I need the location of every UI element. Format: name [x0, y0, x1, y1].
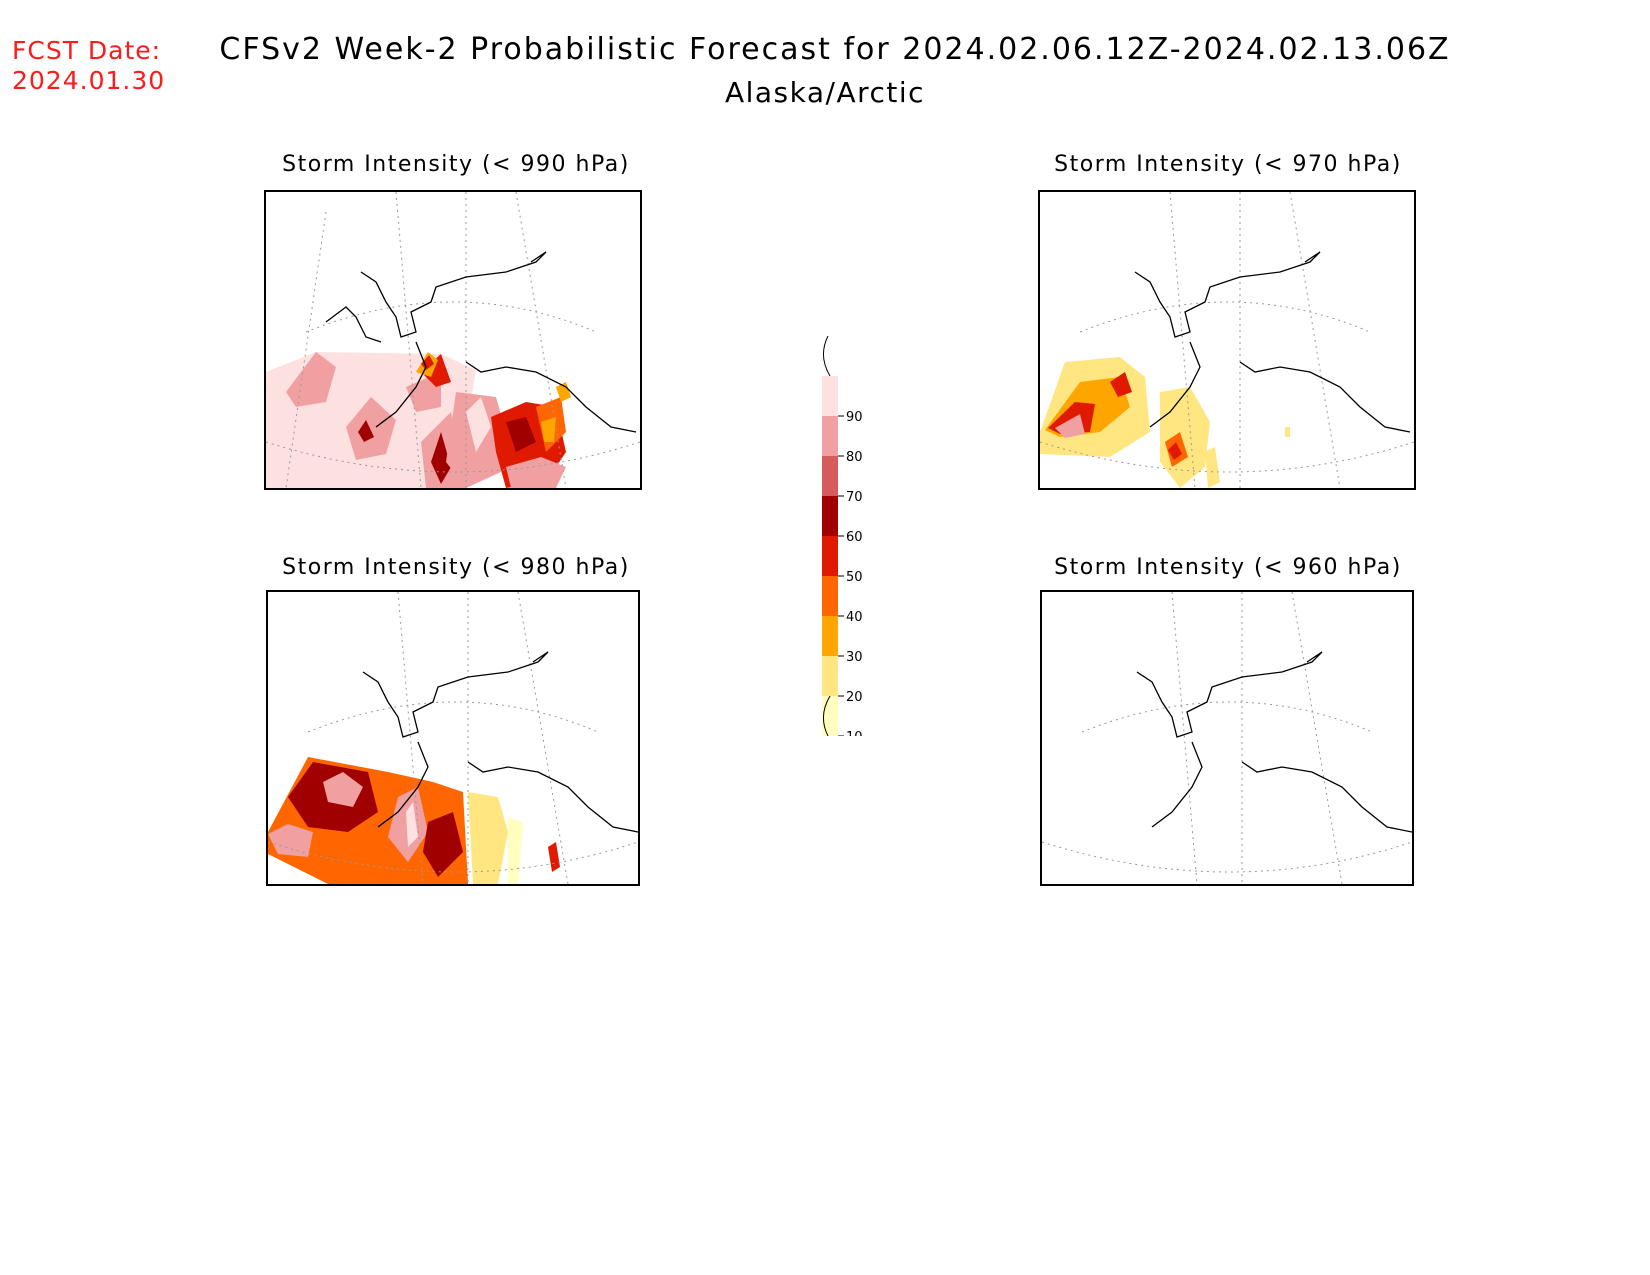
probability-shading-970	[1040, 357, 1290, 488]
fcst-date-caption: FCST Date:	[12, 36, 162, 65]
panel-title-970: Storm Intensity (< 970 hPa)	[1054, 152, 1402, 177]
probability-shading-980	[268, 757, 560, 884]
map-panel-970	[1038, 190, 1416, 490]
probability-shading-990	[266, 352, 571, 488]
panel-title-990: Storm Intensity (< 990 hPa)	[282, 152, 630, 177]
map-panel-960	[1040, 590, 1414, 886]
coastline-980	[362, 651, 638, 833]
colorbar-label-70: 70	[846, 490, 863, 505]
colorbar-segment-70	[822, 456, 838, 496]
graticule-980	[268, 592, 638, 884]
colorbar-segment-50	[822, 536, 838, 576]
forecast-date-label: FCST Date: 2024.01.30	[12, 36, 165, 96]
colorbar-label-30: 30	[846, 650, 863, 665]
coastline-990	[325, 251, 637, 433]
map-panel-980	[266, 590, 640, 886]
colorbar-segment-20	[822, 656, 838, 696]
colorbar-top-tip	[823, 336, 831, 377]
colorbar-label-50: 50	[846, 570, 863, 585]
panel-title-960: Storm Intensity (< 960 hPa)	[1054, 555, 1402, 580]
colorbar-label-20: 20	[846, 690, 863, 705]
map-panel-990	[264, 190, 642, 490]
page-title: CFSv2 Week-2 Probabilistic Forecast for …	[219, 32, 1451, 67]
colorbar-segment-60	[822, 496, 838, 536]
graticule-990	[266, 192, 640, 488]
colorbar-segment-40	[822, 576, 838, 616]
colorbar-label-60: 60	[846, 530, 863, 545]
colorbar-bottom-tip	[823, 695, 831, 736]
colorbar-label-10: 10	[846, 730, 863, 736]
probability-colorbar: 10 20 30 40 50 60 70 80 90	[822, 336, 863, 736]
coastline-970	[1134, 251, 1411, 433]
colorbar-segment-30	[822, 616, 838, 656]
colorbar-segment-80	[822, 416, 838, 456]
panel-title-980: Storm Intensity (< 980 hPa)	[282, 555, 630, 580]
colorbar-label-40: 40	[846, 610, 863, 625]
colorbar-segment-10	[822, 696, 838, 736]
colorbar-label-90: 90	[846, 410, 863, 425]
coastline-960	[1136, 651, 1412, 833]
colorbar-segment-90	[822, 376, 838, 416]
region-subtitle: Alaska/Arctic	[724, 76, 926, 109]
graticule-960	[1042, 592, 1412, 884]
graticule-970	[1040, 192, 1414, 488]
fcst-date-value: 2024.01.30	[12, 66, 166, 95]
colorbar-label-80: 80	[846, 450, 863, 465]
